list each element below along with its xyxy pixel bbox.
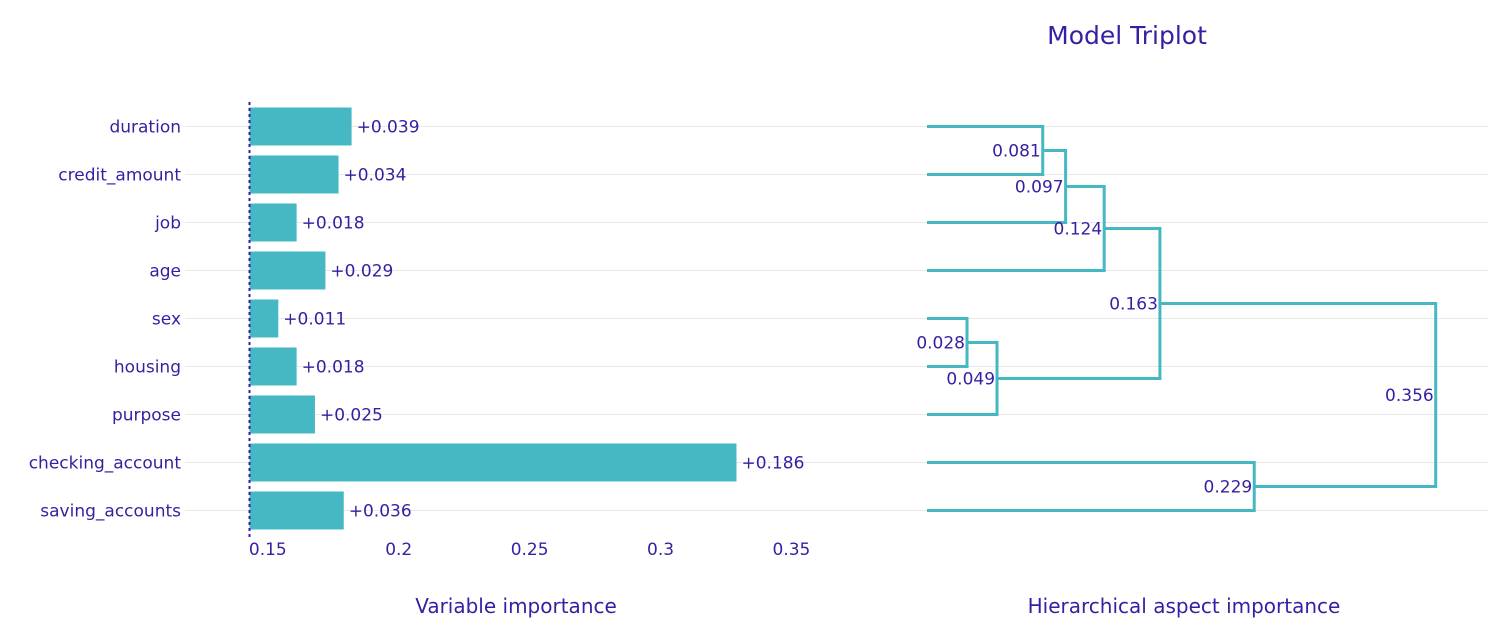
merge-height-label: 0.356 [1385, 386, 1434, 406]
bar [249, 347, 297, 386]
dendrogram-link [927, 317, 969, 368]
bar-value-label: +0.036 [349, 502, 412, 522]
category-label: age [149, 262, 181, 282]
bar [249, 251, 326, 290]
bar-value-label: +0.018 [302, 214, 365, 234]
dendrogram-panel-xlabel: Hierarchical aspect importance [1028, 594, 1341, 618]
category-label: housing [114, 358, 181, 378]
merge-height-label: 0.097 [1015, 178, 1064, 198]
merge-height-label: 0.049 [946, 370, 995, 390]
bar [249, 107, 352, 146]
bar [249, 203, 297, 242]
merge-height-label: 0.028 [916, 334, 965, 354]
bar [249, 395, 315, 434]
hierarchical-importance-panel: 0.081 0.097 0.124 0.028 0.049 0.163 0.229 0.356 [916, 125, 1438, 512]
chart-title: Model Triplot [1047, 21, 1207, 50]
x-tick-label: 0.35 [773, 540, 811, 560]
category-label: job [154, 214, 181, 234]
bar [249, 491, 344, 530]
merge-height-label: 0.081 [992, 142, 1041, 162]
bar-value-label: +0.018 [302, 358, 365, 378]
bar-value-label: +0.025 [320, 406, 383, 426]
category-label: credit_amount [58, 166, 181, 186]
x-tick-label: 0.3 [647, 540, 674, 560]
bar-panel-xlabel: Variable importance [415, 594, 617, 618]
merge-height-label: 0.124 [1054, 220, 1103, 240]
category-label: checking_account [29, 454, 182, 474]
category-label: saving_accounts [40, 502, 181, 522]
bar-value-label: +0.029 [330, 262, 393, 282]
bar [249, 155, 339, 194]
merge-height-label: 0.163 [1109, 295, 1158, 315]
dendrogram-link [927, 125, 1045, 176]
dendrogram-link [927, 341, 999, 416]
x-tick-label: 0.2 [385, 540, 412, 560]
bar-value-label: +0.039 [357, 118, 420, 138]
category-label: purpose [112, 406, 181, 426]
bar [249, 299, 279, 338]
bar-value-label: +0.034 [344, 166, 407, 186]
bar-value-label: +0.011 [283, 310, 346, 330]
x-tick-label: 0.15 [249, 540, 287, 560]
category-label: sex [152, 310, 181, 330]
category-label: duration [109, 118, 181, 138]
dendrogram-link [1159, 302, 1438, 488]
x-tick-label: 0.25 [511, 540, 549, 560]
bar [249, 443, 737, 482]
merge-height-label: 0.229 [1204, 478, 1253, 498]
bar-value-label: +0.186 [741, 454, 804, 474]
variable-importance-panel: duration +0.039 credit_amount +0.034 job +0.0… [29, 102, 1488, 560]
